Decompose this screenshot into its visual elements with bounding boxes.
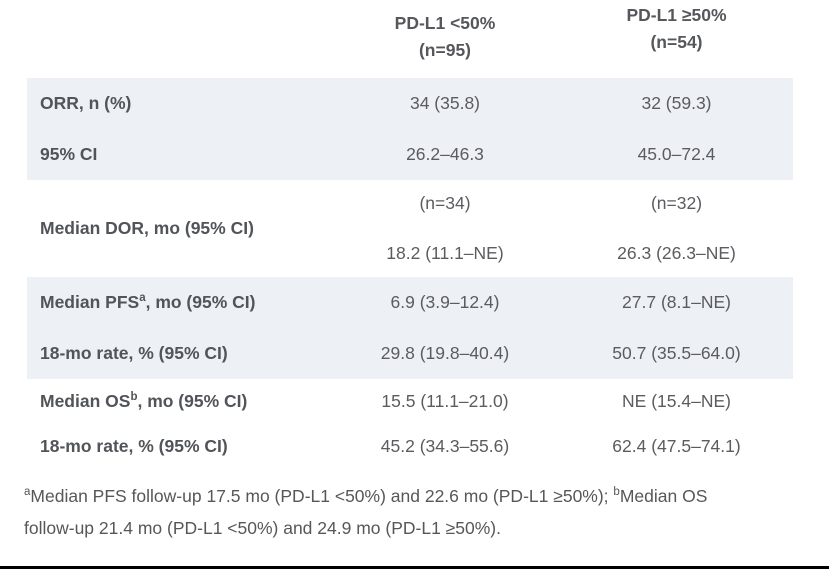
value-cell-lt50: 15.5 (11.1–21.0) [330, 379, 560, 424]
value-cell-ge50: 45.0–72.4 [560, 129, 793, 180]
row-orr: ORR, n (%) 34 (35.8) 32 (59.3) [27, 78, 793, 129]
row-label: Median DOR, mo (95% CI) [27, 180, 330, 277]
value-cell-lt50: 45.2 (34.3–55.6) [330, 424, 560, 469]
col-header-ge50-line1: PD-L1 ≥50% [626, 5, 727, 25]
dor-n-lt50: (n=34) [419, 193, 471, 213]
footnote: aMedian PFS follow-up 17.5 mo (PD-L1 <50… [24, 480, 730, 544]
row-label: 18-mo rate, % (95% CI) [27, 424, 330, 469]
row-95ci: 95% CI 26.2–46.3 45.0–72.4 [27, 129, 793, 180]
row-median-pfs: Median PFSa, mo (95% CI) 6.9 (3.9–12.4) … [27, 277, 793, 328]
row-label: Median PFSa, mo (95% CI) [27, 277, 330, 328]
value-cell-lt50: 26.2–46.3 [330, 129, 560, 180]
row-label: 18-mo rate, % (95% CI) [27, 328, 330, 379]
value-cell-lt50: 34 (35.8) [330, 78, 560, 129]
footnote-marker-a: a [139, 292, 146, 305]
row-os-18mo-rate: 18-mo rate, % (95% CI) 45.2 (34.3–55.6) … [27, 424, 793, 469]
row-pfs-18mo-rate: 18-mo rate, % (95% CI) 29.8 (19.8–40.4) … [27, 328, 793, 379]
footnote-sup-b: b [613, 486, 620, 499]
corner-cell [27, 0, 330, 78]
dor-value-ge50: 26.3 (26.3–NE) [617, 243, 736, 263]
dor-n-ge50: (n=32) [650, 193, 703, 213]
value-cell-ge50: 32 (59.3) [560, 78, 793, 129]
dor-value-lt50: 18.2 (11.1–NE) [386, 243, 504, 263]
footnote-marker-b: b [130, 391, 138, 404]
row-label: ORR, n (%) [27, 78, 330, 129]
value-cell-ge50: 50.7 (35.5–64.0) [560, 328, 793, 379]
col-header-pdl1-ge50: PD-L1 ≥50% (n=54) [560, 0, 793, 78]
value-cell-lt50: 6.9 (3.9–12.4) [330, 277, 560, 328]
row-median-os: Median OSb, mo (95% CI) 15.5 (11.1–21.0)… [27, 379, 793, 424]
footnote-text-pfs: Median PFS follow-up 17.5 mo (PD-L1 <50%… [30, 486, 614, 506]
value-cell-lt50: 29.8 (19.8–40.4) [330, 328, 560, 379]
row-label: Median OSb, mo (95% CI) [27, 379, 330, 424]
value-cell-ge50: 62.4 (47.5–74.1) [560, 424, 793, 469]
value-cell-lt50: (n=34) 18.2 (11.1–NE) [330, 180, 560, 277]
col-header-lt50-line2: (n=95) [418, 40, 472, 60]
bottom-border-line [0, 566, 829, 569]
col-header-ge50-line2: (n=54) [650, 32, 703, 52]
col-header-pdl1-lt50: PD-L1 <50% (n=95) [330, 0, 560, 78]
footnote-text-os: Median OS follow-up 21.4 mo (PD-L1 <50%)… [24, 486, 708, 538]
header-row: PD-L1 <50% (n=95) PD-L1 ≥50% (n=54) [27, 0, 793, 78]
value-cell-ge50: (n=32) 26.3 (26.3–NE) [560, 180, 793, 277]
footnote-sup-a: a [24, 486, 31, 499]
value-cell-ge50: 27.7 (8.1–NE) [560, 277, 793, 328]
pdl1-efficacy-table: PD-L1 <50% (n=95) PD-L1 ≥50% (n=54) ORR,… [27, 0, 793, 469]
col-header-lt50-line1: PD-L1 <50% [394, 13, 496, 33]
row-label: 95% CI [27, 129, 330, 180]
value-cell-ge50: NE (15.4–NE) [560, 379, 793, 424]
row-median-dor: Median DOR, mo (95% CI) (n=34) 18.2 (11.… [27, 180, 793, 277]
